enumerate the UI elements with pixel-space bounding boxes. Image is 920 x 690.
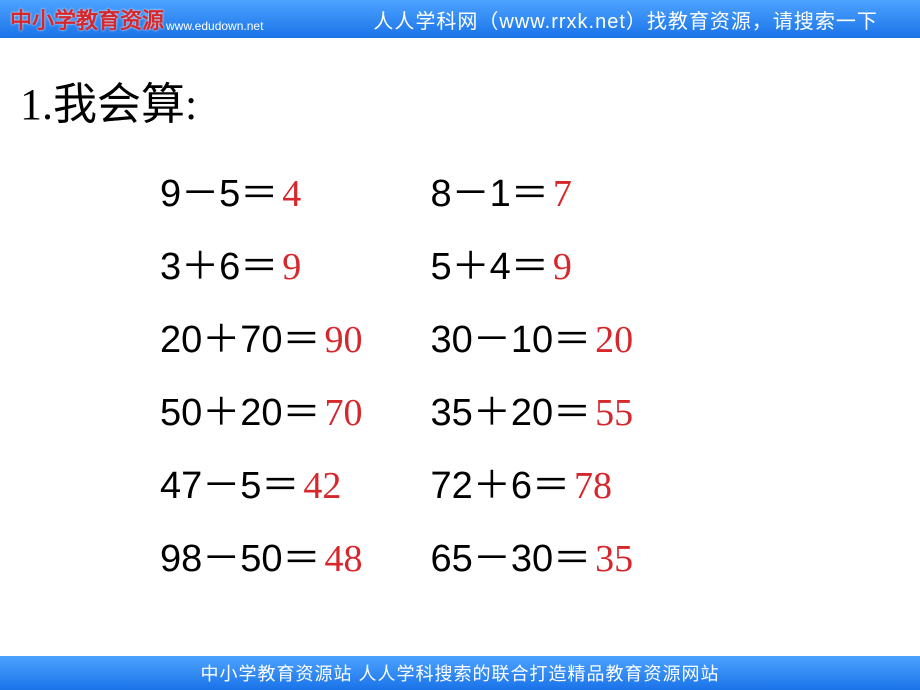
equation-row: 5＋4＝9 bbox=[423, 235, 634, 290]
equation-expr: 72＋6＝ bbox=[431, 454, 570, 509]
equation-expr: 9－5＝ bbox=[160, 162, 278, 217]
equation-answer: 78 bbox=[574, 464, 612, 508]
equation-answer: 4 bbox=[282, 172, 301, 216]
equations-grid: 9－5＝4 3＋6＝9 20＋70＝90 50＋20＝70 47－5＝42 98… bbox=[20, 162, 900, 582]
equation-row: 72＋6＝78 bbox=[423, 454, 634, 509]
equation-answer: 90 bbox=[325, 318, 363, 362]
equation-row: 65－30＝35 bbox=[423, 527, 634, 582]
equation-expr: 20＋70＝ bbox=[160, 308, 321, 363]
equation-expr: 5＋4＝ bbox=[431, 235, 549, 290]
equation-expr: 8－1＝ bbox=[431, 162, 549, 217]
equation-answer: 70 bbox=[325, 391, 363, 435]
header-bar: 中小学教育资源 www.edudown.net 人人学科网（www.rrxk.n… bbox=[0, 0, 920, 38]
footer-text: 中小学教育资源站 人人学科搜索的联合打造精品教育资源网站 bbox=[201, 660, 720, 686]
equation-row: 98－50＝48 bbox=[160, 527, 363, 582]
equation-expr: 98－50＝ bbox=[160, 527, 321, 582]
equation-row: 30－10＝20 bbox=[423, 308, 634, 363]
equation-row: 47－5＝42 bbox=[160, 454, 363, 509]
equation-expr: 47－5＝ bbox=[160, 454, 299, 509]
equation-answer: 35 bbox=[595, 537, 633, 581]
slide-title: 1.我会算: bbox=[20, 68, 900, 132]
equation-row: 3＋6＝9 bbox=[160, 235, 363, 290]
equations-col-right: 8－1＝7 5＋4＝9 30－10＝20 35＋20＝55 72＋6＝78 65… bbox=[423, 162, 634, 582]
equations-col-left: 9－5＝4 3＋6＝9 20＋70＝90 50＋20＝70 47－5＝42 98… bbox=[160, 162, 363, 582]
equation-row: 50＋20＝70 bbox=[160, 381, 363, 436]
equation-answer: 55 bbox=[595, 391, 633, 435]
slide-content: 1.我会算: 9－5＝4 3＋6＝9 20＋70＝90 50＋20＝70 47－… bbox=[0, 38, 920, 648]
equation-row: 8－1＝7 bbox=[423, 162, 634, 217]
header-text: 人人学科网（www.rrxk.net）找教育资源，请搜索一下 bbox=[373, 5, 877, 34]
equation-expr: 65－30＝ bbox=[431, 527, 592, 582]
equation-answer: 42 bbox=[303, 464, 341, 508]
equation-expr: 30－10＝ bbox=[431, 308, 592, 363]
equation-expr: 35＋20＝ bbox=[431, 381, 592, 436]
equation-expr: 50＋20＝ bbox=[160, 381, 321, 436]
equation-answer: 20 bbox=[595, 318, 633, 362]
equation-answer: 7 bbox=[553, 172, 572, 216]
equation-row: 9－5＝4 bbox=[160, 162, 363, 217]
equation-answer: 9 bbox=[282, 245, 301, 289]
equation-expr: 3＋6＝ bbox=[160, 235, 278, 290]
logo-area: 中小学教育资源 www.edudown.net bbox=[0, 3, 263, 35]
equation-answer: 9 bbox=[553, 245, 572, 289]
equation-row: 35＋20＝55 bbox=[423, 381, 634, 436]
logo-text: 中小学教育资源 bbox=[10, 3, 164, 35]
logo-url: www.edudown.net bbox=[166, 19, 263, 33]
equation-answer: 48 bbox=[325, 537, 363, 581]
footer-bar: 中小学教育资源站 人人学科搜索的联合打造精品教育资源网站 bbox=[0, 656, 920, 690]
equation-row: 20＋70＝90 bbox=[160, 308, 363, 363]
